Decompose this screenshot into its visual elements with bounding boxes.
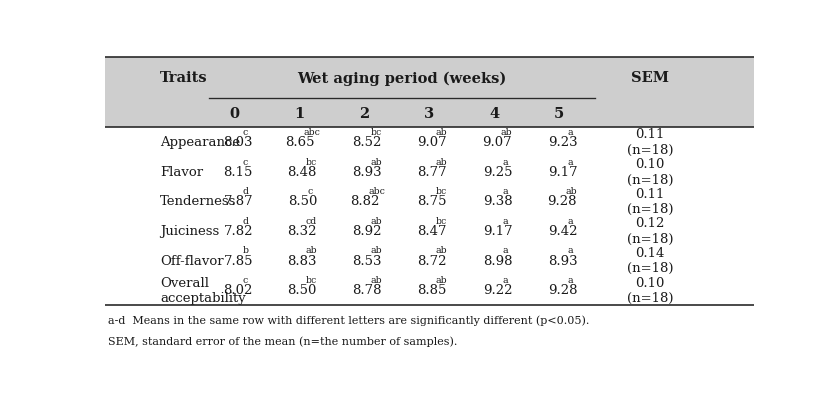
- Text: 8.03: 8.03: [224, 136, 253, 149]
- Text: Traits: Traits: [160, 71, 208, 85]
- Text: a-d  Means in the same row with different letters are significantly different (p: a-d Means in the same row with different…: [108, 315, 589, 325]
- Text: 8.52: 8.52: [352, 136, 381, 149]
- Text: 9.07: 9.07: [416, 136, 447, 149]
- Text: 0: 0: [230, 107, 240, 121]
- Text: cd: cd: [306, 216, 317, 225]
- Text: Juiciness: Juiciness: [160, 225, 220, 237]
- Text: a: a: [502, 216, 508, 225]
- Text: Tenderness: Tenderness: [160, 195, 236, 208]
- Text: 7.85: 7.85: [224, 254, 253, 267]
- Text: bc: bc: [436, 187, 447, 196]
- Text: ab: ab: [500, 128, 512, 137]
- Text: 8.92: 8.92: [352, 225, 381, 237]
- Text: a: a: [567, 275, 572, 285]
- Text: 7.82: 7.82: [224, 225, 253, 237]
- Text: bc: bc: [436, 216, 447, 225]
- Text: 0.10
(n=18): 0.10 (n=18): [627, 158, 674, 186]
- Text: 8.50: 8.50: [287, 284, 316, 297]
- Text: 8.85: 8.85: [416, 284, 446, 297]
- Text: 8.02: 8.02: [224, 284, 253, 297]
- Text: a: a: [567, 157, 572, 166]
- Text: ab: ab: [436, 246, 447, 255]
- Bar: [105, 100, 754, 128]
- Text: a: a: [567, 246, 572, 255]
- Text: 0.11
(n=18): 0.11 (n=18): [627, 187, 674, 216]
- Text: ab: ab: [436, 157, 447, 166]
- Text: 8.82: 8.82: [350, 195, 380, 208]
- Text: 9.28: 9.28: [546, 195, 577, 208]
- Text: 0.10
(n=18): 0.10 (n=18): [627, 276, 674, 304]
- Text: a: a: [567, 216, 572, 225]
- Text: 9.17: 9.17: [548, 165, 578, 178]
- Text: 0.14
(n=18): 0.14 (n=18): [627, 246, 674, 275]
- Text: 5: 5: [554, 107, 565, 121]
- Text: 4: 4: [489, 107, 499, 121]
- Text: bc: bc: [306, 157, 317, 166]
- Text: 9.23: 9.23: [548, 136, 578, 149]
- Text: ab: ab: [436, 128, 447, 137]
- Text: ab: ab: [306, 246, 318, 255]
- Text: c: c: [308, 187, 313, 196]
- Text: 8.93: 8.93: [352, 165, 381, 178]
- Text: c: c: [242, 128, 247, 137]
- Text: 9.17: 9.17: [484, 225, 513, 237]
- Text: bc: bc: [370, 128, 382, 137]
- Text: d: d: [242, 216, 248, 225]
- Text: ab: ab: [566, 187, 577, 196]
- Text: 8.50: 8.50: [288, 195, 318, 208]
- Text: 9.22: 9.22: [484, 284, 513, 297]
- Text: 8.75: 8.75: [416, 195, 447, 208]
- Text: ab: ab: [370, 275, 382, 285]
- Text: 8.65: 8.65: [285, 136, 315, 149]
- Bar: [105, 128, 754, 305]
- Text: SEM: SEM: [631, 71, 670, 85]
- Text: 8.78: 8.78: [352, 284, 381, 297]
- Text: a: a: [502, 275, 508, 285]
- Text: a: a: [502, 157, 508, 166]
- Text: Wet aging period (weeks): Wet aging period (weeks): [297, 71, 506, 85]
- Text: 8.98: 8.98: [484, 254, 513, 267]
- Text: a: a: [567, 128, 572, 137]
- Text: 1: 1: [294, 107, 305, 121]
- Text: 8.53: 8.53: [352, 254, 381, 267]
- Text: ab: ab: [370, 216, 382, 225]
- Text: 8.47: 8.47: [416, 225, 447, 237]
- Text: 8.48: 8.48: [287, 165, 316, 178]
- Text: Appearance: Appearance: [160, 136, 240, 149]
- Text: c: c: [242, 275, 247, 285]
- Text: 7.87: 7.87: [224, 195, 253, 208]
- Text: SEM, standard error of the mean (n=the number of samples).: SEM, standard error of the mean (n=the n…: [108, 336, 458, 347]
- Text: a: a: [502, 246, 508, 255]
- Text: 8.77: 8.77: [416, 165, 447, 178]
- Text: 8.93: 8.93: [548, 254, 578, 267]
- Text: 9.07: 9.07: [482, 136, 511, 149]
- Text: b: b: [242, 246, 248, 255]
- Text: Off-flavor: Off-flavor: [160, 254, 224, 267]
- Text: 0.12
(n=18): 0.12 (n=18): [627, 217, 674, 245]
- Text: 9.28: 9.28: [548, 284, 578, 297]
- Text: abc: abc: [369, 187, 385, 196]
- Text: c: c: [242, 157, 247, 166]
- Text: ab: ab: [370, 246, 382, 255]
- Text: Flavor: Flavor: [160, 165, 203, 178]
- Text: d: d: [242, 187, 248, 196]
- Bar: [105, 57, 754, 100]
- Text: ab: ab: [370, 157, 382, 166]
- Text: 8.83: 8.83: [287, 254, 317, 267]
- Text: 9.42: 9.42: [548, 225, 578, 237]
- Text: 8.15: 8.15: [224, 165, 253, 178]
- Text: 9.25: 9.25: [484, 165, 513, 178]
- Text: Overall
acceptability: Overall acceptability: [160, 276, 246, 304]
- Text: 8.32: 8.32: [287, 225, 317, 237]
- Text: ab: ab: [436, 275, 447, 285]
- Text: bc: bc: [306, 275, 317, 285]
- Text: 8.72: 8.72: [416, 254, 447, 267]
- Text: 3: 3: [424, 107, 435, 121]
- Text: 9.38: 9.38: [484, 195, 513, 208]
- Text: a: a: [502, 187, 508, 196]
- Text: abc: abc: [304, 128, 321, 137]
- Text: 2: 2: [360, 107, 370, 121]
- Text: 0.11
(n=18): 0.11 (n=18): [627, 128, 674, 157]
